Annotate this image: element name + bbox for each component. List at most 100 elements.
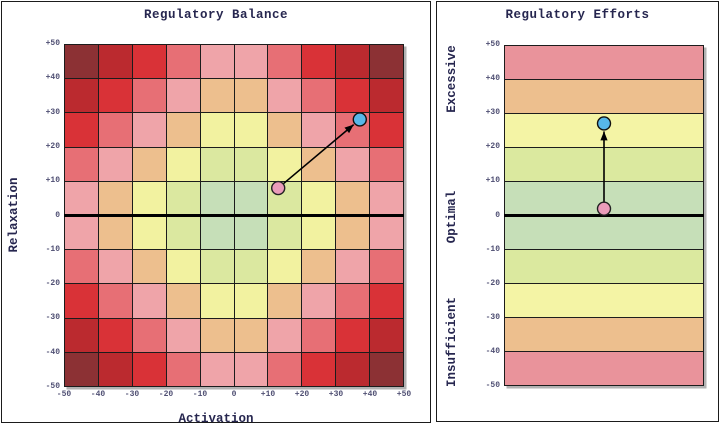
heatmap-cell [200,45,234,79]
arrowhead [344,124,354,134]
heatmap-cell [336,216,370,250]
axis-tick-label: +30 [45,107,60,117]
heatmap-cell [65,284,98,318]
heatmap-cell [65,352,98,386]
heatmap-cell [200,250,234,284]
heatmap-cell [166,284,200,318]
right-chart-title: Regulatory Efforts [505,8,650,22]
heatmap-cell [234,147,268,181]
heatmap-cell [132,181,166,215]
heatmap-cell [98,45,132,79]
heatmap-cell [98,318,132,352]
axis-tick-label: +10 [485,176,500,186]
heatmap-cell [234,79,268,113]
heatmap-cell [166,113,200,147]
heatmap-cell [166,79,200,113]
heatmap-cell [336,284,370,318]
heatmap-cell [166,147,200,181]
heatmap-cell [302,113,336,147]
heatmap-cell [200,147,234,181]
axis-tick-label: -20 [485,278,500,288]
heatmap-cell [302,181,336,215]
heatmap-cell [132,250,166,284]
data-point-current [596,116,612,131]
heatmap-cell [132,147,166,181]
axis-tick-label: -30 [485,312,500,322]
heatmap-cell [370,284,403,318]
heatmap-cell [98,352,132,386]
left-chart-title: Regulatory Balance [143,8,289,22]
heatmap-cell [336,45,370,79]
heatmap-cell [370,147,403,181]
data-point-current [352,112,367,127]
axis-tick-label: +50 [45,39,60,48]
axis-tick-label: 0 [495,210,500,220]
heatmap-cell [65,216,98,250]
zone-label-optimal: Optimal [445,190,459,244]
zone-band [505,80,703,113]
heatmap-cell [234,113,268,147]
heatmap-cell [336,79,370,113]
heatmap-cell [302,250,336,284]
arrowhead [600,131,608,141]
heatmap-cell [234,250,268,284]
axis-tick-label: -10 [192,390,208,399]
heatmap-cell [200,113,234,147]
axis-tick-label: +40 [362,390,378,399]
heatmap-cell [370,113,403,147]
heatmap-cell [132,113,166,147]
axis-tick-label: -30 [45,313,60,323]
heatmap-cell [268,45,302,79]
heatmap-cell [98,250,132,284]
heatmap-cell [370,45,403,79]
heatmap-cell [302,216,336,250]
heatmap-cell [200,318,234,352]
heatmap-cell [234,352,268,386]
axis-tick-label: 0 [55,210,60,220]
heatmap-cell [336,147,370,181]
heatmap-cell [200,216,234,250]
zone-band [505,318,703,351]
heatmap-cell [302,284,336,318]
regulatory-balance-panel: Regulatory Balance Relaxation +50 -50 +40 -… [1,1,431,426]
zone-band [505,250,703,283]
heatmap-cell [166,216,200,250]
heatmap-cell [98,181,132,215]
axis-tick-label: +20 [294,390,310,399]
axis-tick-label: +30 [328,390,344,399]
heatmap-cell [370,181,403,215]
trend-arrow-overlay [270,112,367,196]
heatmap-cell [268,147,302,181]
heatmap-cell [268,250,302,284]
heatmap-cell [370,216,403,250]
axis-tick-label: -30 [124,390,140,399]
zone-label-excessive: Excessive [445,45,459,113]
heatmap-cell [65,113,98,147]
heatmap-cell [370,318,403,352]
axis-tick-label: +20 [45,141,60,151]
heatmap-cell [302,45,336,79]
heatmap-cell [65,250,98,284]
heatmap-cell [65,318,98,352]
y-axis-label-relaxation: Relaxation [7,177,21,253]
axis-tick-label: -40 [485,346,500,356]
axis-tick-label: -50 [45,382,60,391]
heatmap-cell [336,352,370,386]
heatmap-cell [268,216,302,250]
heatmap-cell [200,181,234,215]
heatmap-cell [370,352,403,386]
heatmap-cell [200,352,234,386]
heatmap-cell [65,147,98,181]
axis-tick-label: -20 [45,279,60,289]
axis-tick-label: +50 [485,40,500,49]
axis-tick-label: +40 [45,73,60,83]
data-point-previous [596,201,612,216]
heatmap-cell [302,352,336,386]
axis-tick-label: +40 [485,74,500,84]
heatmap-cell [166,45,200,79]
heatmap-cell [234,318,268,352]
data-point-previous [270,180,286,196]
axis-tick-label: -10 [45,244,60,254]
heatmap-cell [166,250,200,284]
heatmap-cell [234,216,268,250]
